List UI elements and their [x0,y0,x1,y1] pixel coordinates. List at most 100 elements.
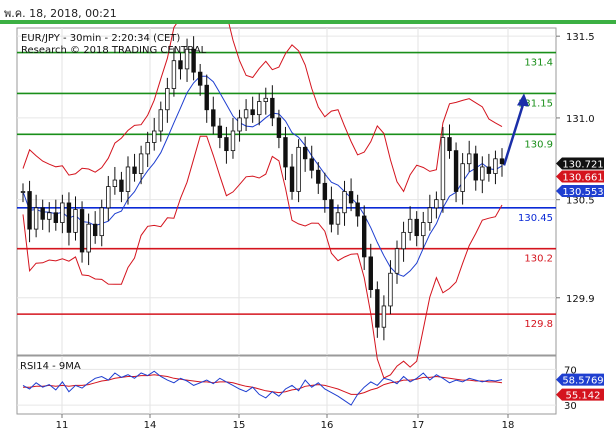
rsi-badge [556,388,604,401]
candle-body [270,97,275,119]
candle-body [53,212,59,223]
candle-body [197,71,203,86]
x-tick-label: 15 [233,420,246,431]
rsi-badge-label: 55.142 [566,391,601,402]
candle-body [158,109,163,132]
candle-body [257,101,262,116]
level-label: 129.8 [524,319,553,330]
candle-body [92,223,98,237]
candle-body [440,137,446,201]
candle-body [112,179,118,187]
rsi-label: RSI14 - 9MA [20,361,81,372]
axis-labels: 11 14 15 16 17 18 131.5 131.0 130.5 129.9 70 30 [56,32,595,431]
level-label: 130.2 [524,254,553,265]
candle-body [466,153,472,165]
candle-body [152,130,157,143]
candle-body [263,97,268,102]
candle-body [427,207,433,223]
x-tick-label: 16 [321,420,334,431]
candle-body [329,199,334,225]
price-badge [556,185,604,198]
rsi-badge-label: 58.5769 [562,376,603,387]
level-label: 131.4 [524,58,553,69]
rsi-plot-area [16,355,557,415]
candle-body [99,207,104,237]
candle-body [368,256,373,290]
candle-body [243,109,249,119]
candle-body [66,202,72,233]
y-tick-label: 131.5 [566,32,595,43]
candle-body [322,182,328,201]
candle-body [447,137,452,152]
candle-body [165,88,170,111]
candle-body [20,191,26,193]
candle-body [211,109,216,127]
candle-body [73,209,78,233]
candle-body [47,212,52,220]
candle-body [60,202,65,223]
candle-body [178,60,183,70]
candle-body [309,158,314,171]
candle-body [355,202,360,217]
candle-body [480,166,485,181]
timestamp: พ.ค. 18, 2018, 00:21 [4,7,117,20]
chart-subtitle: Research © 2018 TRADING CENTRAL [21,45,207,56]
level-label: 131.15 [518,98,553,109]
x-tick-label: 17 [412,420,425,431]
chart-title: EUR/JPY - 30min - 2:20:34 (CET) [21,33,180,44]
candle-body [132,166,137,174]
accent-strip [0,20,616,24]
candle-body [40,207,45,220]
candle-body [138,153,144,174]
rsi-ma-line [23,374,503,395]
candle-body [224,137,229,152]
candle-body [316,169,321,184]
candle-body [407,218,413,233]
x-tick-label: 11 [56,420,69,431]
candle-body [191,48,196,73]
candle-body [86,223,91,253]
level-label: 130.9 [524,139,553,150]
price-badge [556,157,604,170]
candle-body [401,231,406,250]
level-lines: 131.4 131.15 130.9 130.45 130.2 129.8 [17,51,556,330]
rsi-line [22,370,503,406]
candle-body [217,125,223,138]
candle-body [184,48,190,70]
candle-body [421,222,426,237]
candle-body [204,84,209,111]
candle-body [348,191,354,204]
candle-body [473,153,478,181]
rsi-tick-label: 70 [564,365,577,376]
candle-body [434,199,439,209]
candle-body [302,146,308,160]
candle-body [250,109,255,116]
rsi-lines [22,370,503,406]
candle-body [460,163,465,192]
y-tick-label: 131.0 [566,114,595,125]
price-chart: 131.4 131.15 130.9 130.45 130.2 129.8 11 14 15 1… [16,24,604,431]
price-badges: 130.721 130.661 130.553 58.5769 55.142 [556,157,604,402]
upper-band [22,24,503,193]
candle-body [289,166,295,192]
candle-body [296,146,301,192]
candle-body [230,130,236,152]
candle-body [237,117,242,132]
candle-body [119,179,124,192]
price-badge-label: 130.553 [562,187,603,198]
grid [17,28,556,414]
candle-body [388,272,393,307]
level-label: 130.45 [518,213,553,224]
candles [20,36,505,341]
price-badge-label: 130.721 [562,160,603,171]
candle-body [145,142,150,155]
lower-band [22,135,503,379]
candle-body [362,215,367,258]
x-tick-label: 14 [144,420,157,431]
candle-body [276,117,282,138]
candle-body [33,207,39,230]
candle-body [499,158,505,165]
rsi-tick-label: 30 [564,401,577,412]
candle-body [414,218,419,237]
x-tick-label: 18 [502,420,515,431]
